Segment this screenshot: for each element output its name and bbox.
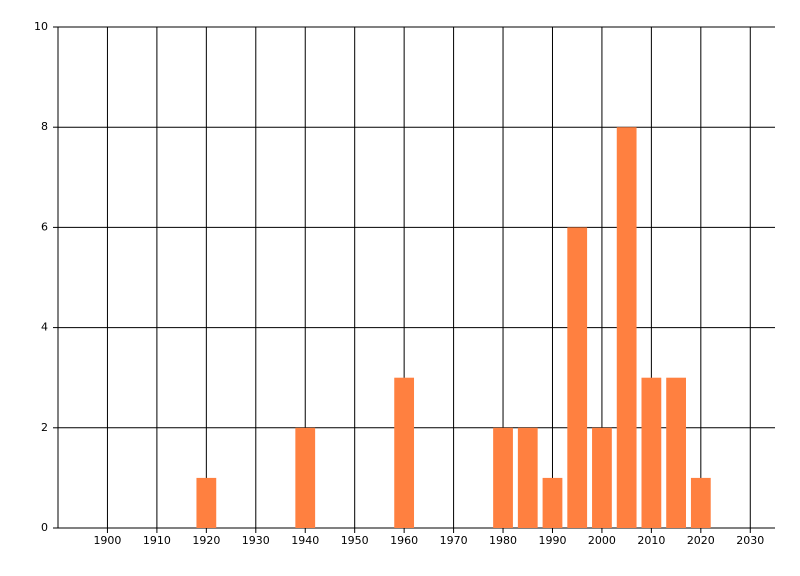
x-tick-label: 1950 [341,534,369,547]
x-tick-label: 2020 [687,534,715,547]
y-tick-label: 2 [41,421,48,434]
bar [196,477,217,528]
y-tick-label: 8 [41,120,48,133]
x-tick-label: 1940 [291,534,319,547]
x-tick-label: 1900 [93,534,121,547]
bar [641,377,662,528]
y-tick-label: 4 [41,321,48,334]
x-tick-label: 1930 [242,534,270,547]
y-tick-label: 0 [41,521,48,534]
y-tick-label: 6 [41,220,48,233]
x-tick-label: 1920 [192,534,220,547]
bar [666,377,686,528]
bar [542,477,563,528]
bar [616,127,637,528]
bar [592,427,612,528]
x-tick-label: 1970 [440,534,468,547]
bar [690,477,711,528]
bar [394,377,415,528]
bar [295,427,316,528]
x-tick-label: 1980 [489,534,517,547]
y-tick-label: 10 [34,20,48,33]
x-tick-label: 2000 [588,534,616,547]
x-tick-label: 2010 [637,534,665,547]
bar [567,227,588,528]
x-tick-label: 1910 [143,534,171,547]
bar [517,427,538,528]
x-tick-label: 1990 [538,534,566,547]
x-tick-label: 2030 [736,534,764,547]
bar [493,427,513,528]
x-tick-label: 1960 [390,534,418,547]
